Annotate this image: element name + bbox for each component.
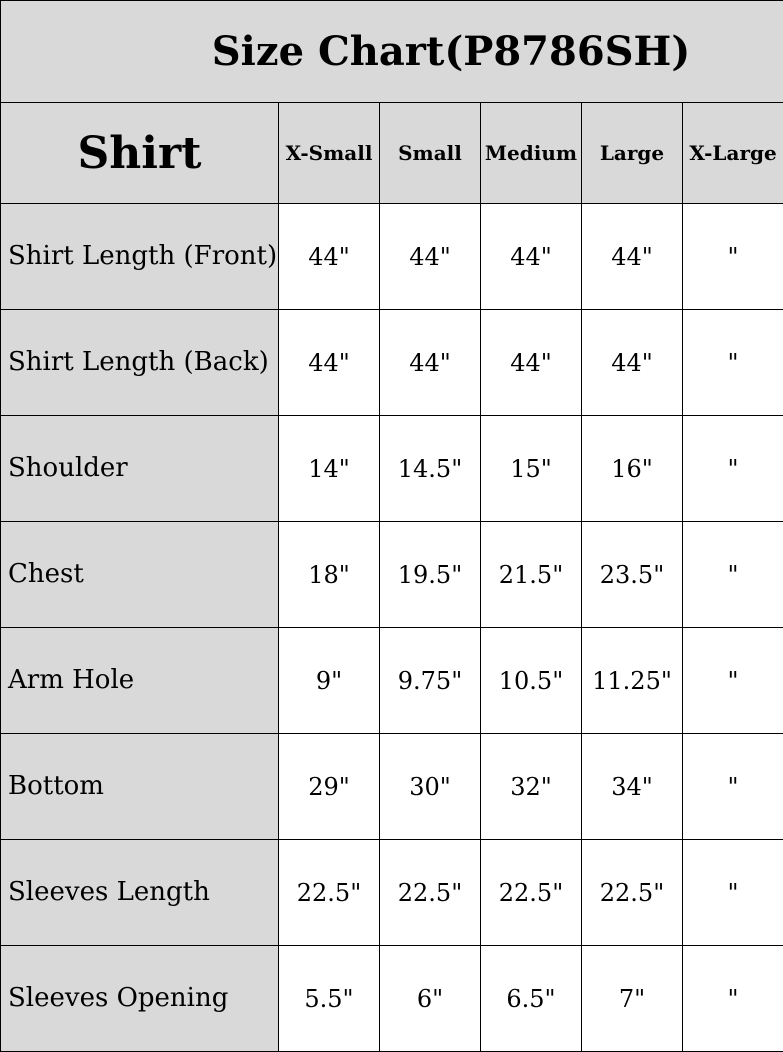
measurement-cell: 19.5" xyxy=(379,521,481,628)
measurement-cell: " xyxy=(681,309,783,416)
measurement-cell: 44" xyxy=(581,203,683,310)
row-label: Shoulder xyxy=(0,415,279,522)
table-row: Sleeves Length 22.5" 22.5" 22.5" 22.5" " xyxy=(0,839,783,946)
measurement-cell: 5.5" xyxy=(278,945,380,1052)
measurement-cell: 18" xyxy=(278,521,380,628)
measurement-cell: 14" xyxy=(278,415,380,522)
measurement-cell: 6.5" xyxy=(480,945,582,1052)
table-row: Shoulder 14" 14.5" 15" 16" " xyxy=(0,415,783,522)
measurement-cell: 22.5" xyxy=(278,839,380,946)
measurement-cell: 22.5" xyxy=(379,839,481,946)
table-row: Sleeves Opening 5.5" 6" 6.5" 7" " xyxy=(0,945,783,1052)
measurement-cell: 44" xyxy=(480,309,582,416)
size-header: Medium xyxy=(480,102,582,204)
measurement-cell: 44" xyxy=(480,203,582,310)
measurement-cell: 23.5" xyxy=(581,521,683,628)
measurement-cell: 15" xyxy=(480,415,582,522)
row-label: Bottom xyxy=(0,733,279,840)
measurement-cell: 11.25" xyxy=(581,627,683,734)
table-row: Chest 18" 19.5" 21.5" 23.5" " xyxy=(0,521,783,628)
measurement-cell: " xyxy=(681,733,783,840)
measurement-cell: 32" xyxy=(480,733,582,840)
measurement-cell: 44" xyxy=(379,309,481,416)
table-row: Arm Hole 9" 9.75" 10.5" 11.25" " xyxy=(0,627,783,734)
table-row: Shirt Length (Front) 44" 44" 44" 44" " xyxy=(0,203,783,310)
measurement-cell: " xyxy=(681,521,783,628)
table-row: Shirt Length (Back) 44" 44" 44" 44" " xyxy=(0,309,783,416)
row-label: Chest xyxy=(0,521,279,628)
size-header: X-Small xyxy=(278,102,380,204)
measurement-cell: 7" xyxy=(581,945,683,1052)
measurement-cell: 9.75" xyxy=(379,627,481,734)
measurement-cell: 44" xyxy=(278,309,380,416)
measurement-cell: 44" xyxy=(581,309,683,416)
measurement-cell: 30" xyxy=(379,733,481,840)
measurement-cell: 22.5" xyxy=(581,839,683,946)
measurement-cell: 44" xyxy=(278,203,380,310)
measurement-cell: " xyxy=(681,627,783,734)
size-header: X-Large xyxy=(681,102,783,204)
chart-title: Size Chart(P8786SH) xyxy=(0,0,783,103)
measurement-cell: 6" xyxy=(379,945,481,1052)
measurement-cell: 22.5" xyxy=(480,839,582,946)
table-row: Bottom 29" 30" 32" 34" " xyxy=(0,733,783,840)
row-label: Shirt Length (Front) xyxy=(0,203,279,310)
header-row: Shirt X-Small Small Medium Large X-Large xyxy=(0,102,783,204)
row-label: Arm Hole xyxy=(0,627,279,734)
row-label: Sleeves Length xyxy=(0,839,279,946)
row-label: Shirt Length (Back) xyxy=(0,309,279,416)
measurement-cell: " xyxy=(681,203,783,310)
measurement-cell: 44" xyxy=(379,203,481,310)
size-header: Small xyxy=(379,102,481,204)
measurement-cell: 16" xyxy=(581,415,683,522)
measurement-cell: 14.5" xyxy=(379,415,481,522)
measurement-cell: 21.5" xyxy=(480,521,582,628)
section-header: Shirt xyxy=(0,102,279,204)
row-label: Sleeves Opening xyxy=(0,945,279,1052)
measurement-cell: " xyxy=(681,839,783,946)
size-header: Large xyxy=(581,102,683,204)
measurement-cell: 10.5" xyxy=(480,627,582,734)
measurement-cell: 29" xyxy=(278,733,380,840)
measurement-cell: " xyxy=(681,415,783,522)
measurement-cell: 34" xyxy=(581,733,683,840)
measurement-cell: 9" xyxy=(278,627,380,734)
measurement-cell: " xyxy=(681,945,783,1052)
